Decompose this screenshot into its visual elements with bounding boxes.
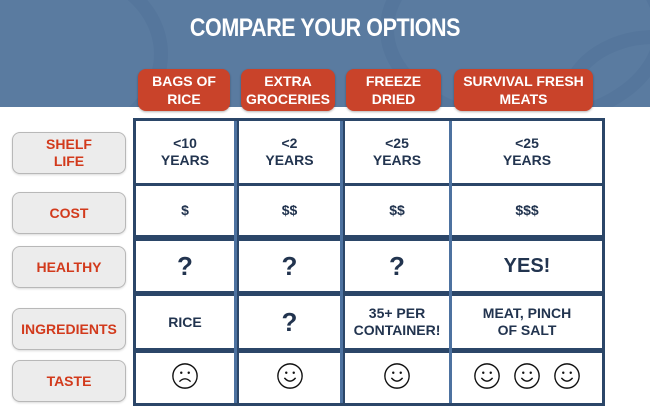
table-cell: ? [239, 241, 340, 291]
table-cell [345, 353, 449, 403]
table-cell: <10 YEARS [136, 121, 234, 183]
table-cell [136, 353, 234, 403]
row-label: COST [12, 192, 126, 234]
table-cell: ? [345, 241, 449, 291]
column-header-rice: BAGS OF RICE [138, 69, 230, 111]
taste-rating [473, 362, 581, 394]
smiley-face-icon [276, 362, 304, 394]
table-cell [239, 353, 340, 403]
table-cell: <2 YEARS [239, 121, 340, 183]
column-header-freeze-dried: FREEZE DRIED [346, 69, 441, 111]
column-divider [234, 121, 237, 403]
taste-rating [276, 362, 304, 394]
row-label: TASTE [12, 360, 126, 402]
row-label: HEALTHY [12, 246, 126, 288]
table-cell: MEAT, PINCH OF SALT [452, 296, 602, 348]
table-cell: ? [136, 241, 234, 291]
smiley-face-icon [513, 362, 541, 394]
row-label: INGREDIENTS [12, 308, 126, 350]
table-cell: ? [239, 296, 340, 348]
column-header-groceries: EXTRA GROCERIES [241, 69, 335, 111]
table-cell: $$$ [452, 186, 602, 235]
table-cell: RICE [136, 296, 234, 348]
table-cell: YES! [452, 241, 602, 291]
table-cell: $ [136, 186, 234, 235]
smiley-face-icon [473, 362, 501, 394]
column-header-fresh-meats: SURVIVAL FRESH MEATS [454, 69, 593, 111]
smiley-face-icon [553, 362, 581, 394]
table-cell: <25 YEARS [452, 121, 602, 183]
table-cell: 35+ PER CONTAINER! [345, 296, 449, 348]
table-cell: $$ [345, 186, 449, 235]
column-divider [340, 121, 343, 403]
smiley-face-icon [383, 362, 411, 394]
row-label: SHELF LIFE [12, 132, 126, 174]
column-divider [449, 121, 452, 403]
comparison-table: <10 YEARS <2 YEARS <25 YEARS <25 YEARS $ $$ $$… [133, 118, 605, 406]
table-cell [452, 353, 602, 403]
sad-face-icon [171, 362, 199, 394]
table-cell: $$ [239, 186, 340, 235]
page-title: COMPARE YOUR OPTIONS [189, 14, 461, 42]
table-cell: <25 YEARS [345, 121, 449, 183]
taste-rating [171, 362, 199, 394]
taste-rating [383, 362, 411, 394]
